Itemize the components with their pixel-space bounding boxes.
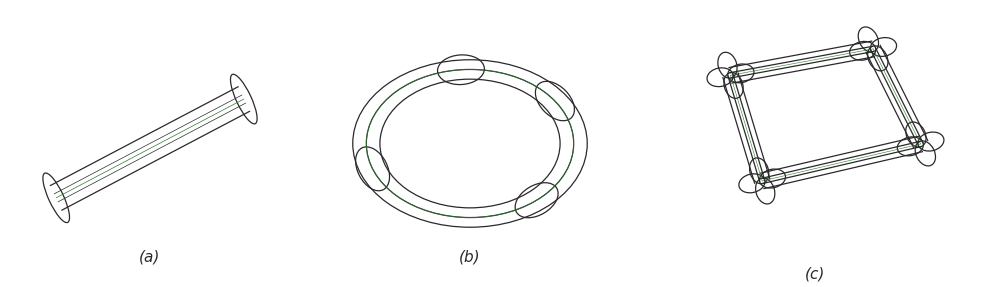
Text: (b): (b) — [459, 249, 481, 264]
Text: (c): (c) — [805, 266, 825, 281]
Text: (a): (a) — [139, 249, 161, 264]
